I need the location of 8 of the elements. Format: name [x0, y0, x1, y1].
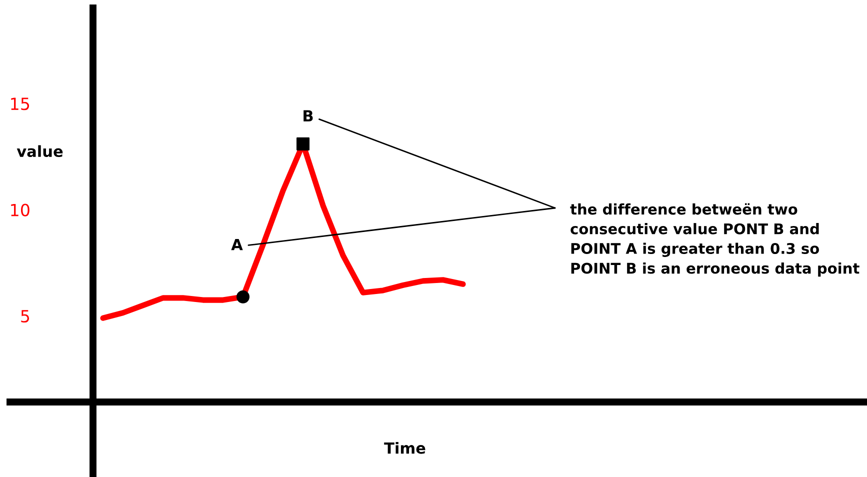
- annotation: B: [304, 110, 313, 122]
- text: the difference betweën two consecutive value PONT B and POINT A is greater than 0.3 so POINT B is an erroneous data point: [570, 203, 860, 277]
- annotation: A: [231, 238, 243, 250]
- y-axis-title: value: [16, 145, 63, 158]
- x-axis-title: Time: [384, 442, 426, 454]
- y-tick-label: 15: [11, 98, 30, 110]
- y-tick-label: 10: [11, 204, 30, 216]
- y-tick-label: 5: [21, 310, 30, 323]
